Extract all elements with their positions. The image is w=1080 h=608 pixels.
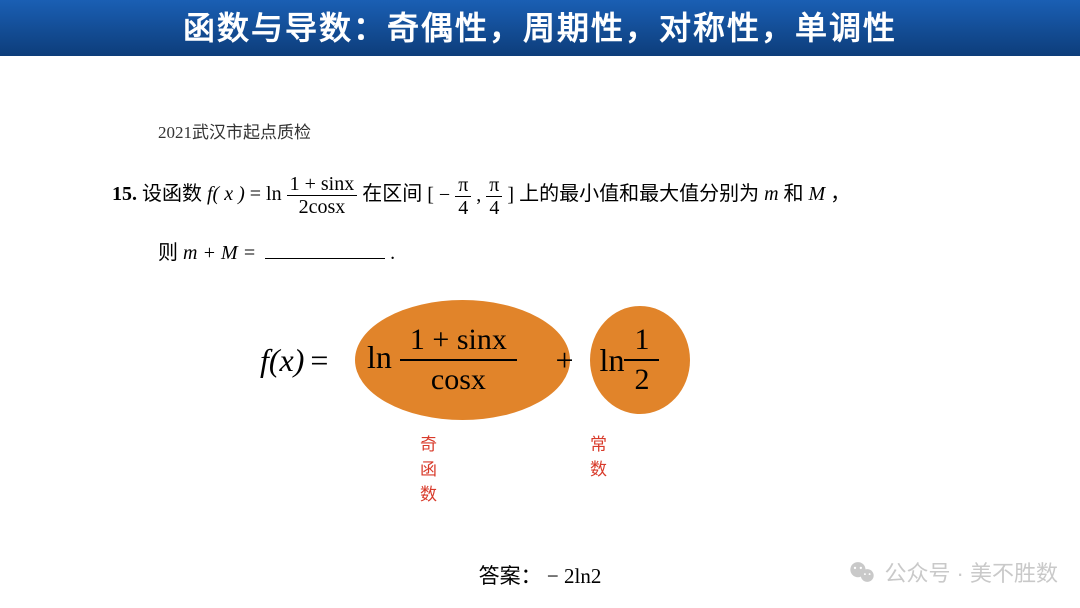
problem-number: 15.	[112, 183, 137, 205]
eq-fx: f(x)	[260, 342, 304, 379]
interval-comma: ,	[471, 184, 486, 206]
line2-expr: m + M =	[183, 242, 261, 264]
frac-pi4-left: π4	[455, 174, 471, 219]
eq-equals: =	[310, 342, 328, 379]
math-m: m	[764, 183, 778, 205]
page-title-banner: 函数与导数：奇偶性，周期性，对称性，单调性	[0, 0, 1080, 56]
fraction-numerator: 1 + sinx	[287, 173, 358, 196]
eq-plus: +	[555, 342, 573, 379]
label-odd-function: 奇函数	[420, 430, 437, 505]
eq-frac2: 1 2	[624, 321, 659, 400]
eq-frac2-bot: 2	[624, 361, 659, 400]
text-mid1: 在区间	[362, 183, 422, 205]
problem-statement-line1: 15. 设函数 f( x ) = ln 1 + sinx 2cosx 在区间 […	[112, 168, 1020, 221]
eq-term1: ln 1 + sinx cosx	[334, 321, 549, 400]
page-title: 函数与导数：奇偶性，周期性，对称性，单调性	[183, 10, 897, 46]
exam-source: 2021武汉市起点质检	[158, 118, 311, 143]
answer-label: 答案：	[479, 564, 542, 588]
math-ln: ln	[266, 183, 282, 205]
fraction-denominator: 2cosx	[287, 196, 358, 218]
math-fraction-main: 1 + sinx 2cosx	[287, 173, 358, 218]
interval-left: [ −	[427, 184, 455, 206]
eq-frac1: 1 + sinx cosx	[400, 321, 517, 400]
problem-statement-line2: 则 m + M = .	[158, 236, 395, 265]
eq-frac2-top: 1	[624, 321, 659, 362]
pi-top: π	[455, 174, 471, 197]
eq-ln1: ln	[367, 338, 392, 374]
line2-period: .	[390, 242, 395, 264]
eq-frac1-bot: cosx	[400, 361, 517, 400]
answer-value: − 2ln2	[547, 564, 601, 588]
interval-right: ]	[502, 184, 514, 206]
eq-ln2: ln	[600, 342, 625, 379]
math-f-of-x: f( x )	[207, 183, 245, 205]
text-tail: ，	[830, 183, 850, 205]
watermark: 公众号 · 美不胜数	[848, 556, 1058, 588]
line2-prefix: 则	[158, 242, 183, 264]
highlighted-equation: f(x) = ln 1 + sinx cosx + ln 1 2	[260, 300, 820, 430]
eq-frac1-top: 1 + sinx	[400, 321, 517, 362]
four-bot: 4	[455, 197, 471, 219]
interval: [ − π4 , π4 ]	[427, 169, 514, 221]
math-cap-m: M	[809, 183, 826, 205]
eq-term2: ln 1 2	[580, 321, 680, 400]
equation-content: f(x) = ln 1 + sinx cosx + ln 1 2	[260, 300, 820, 420]
wechat-icon	[848, 558, 876, 586]
frac-pi4-right: π4	[486, 174, 502, 219]
text-and: 和	[784, 183, 809, 205]
text-mid2: 上的最小值和最大值分别为	[519, 183, 759, 205]
label-constant: 常数	[590, 430, 607, 480]
four-bot2: 4	[486, 197, 502, 219]
answer-blank	[265, 239, 385, 259]
text-prefix: 设函数	[142, 183, 202, 205]
watermark-text: 公众号 · 美不胜数	[884, 556, 1058, 588]
pi-top2: π	[486, 174, 502, 197]
math-equals: =	[250, 183, 266, 205]
